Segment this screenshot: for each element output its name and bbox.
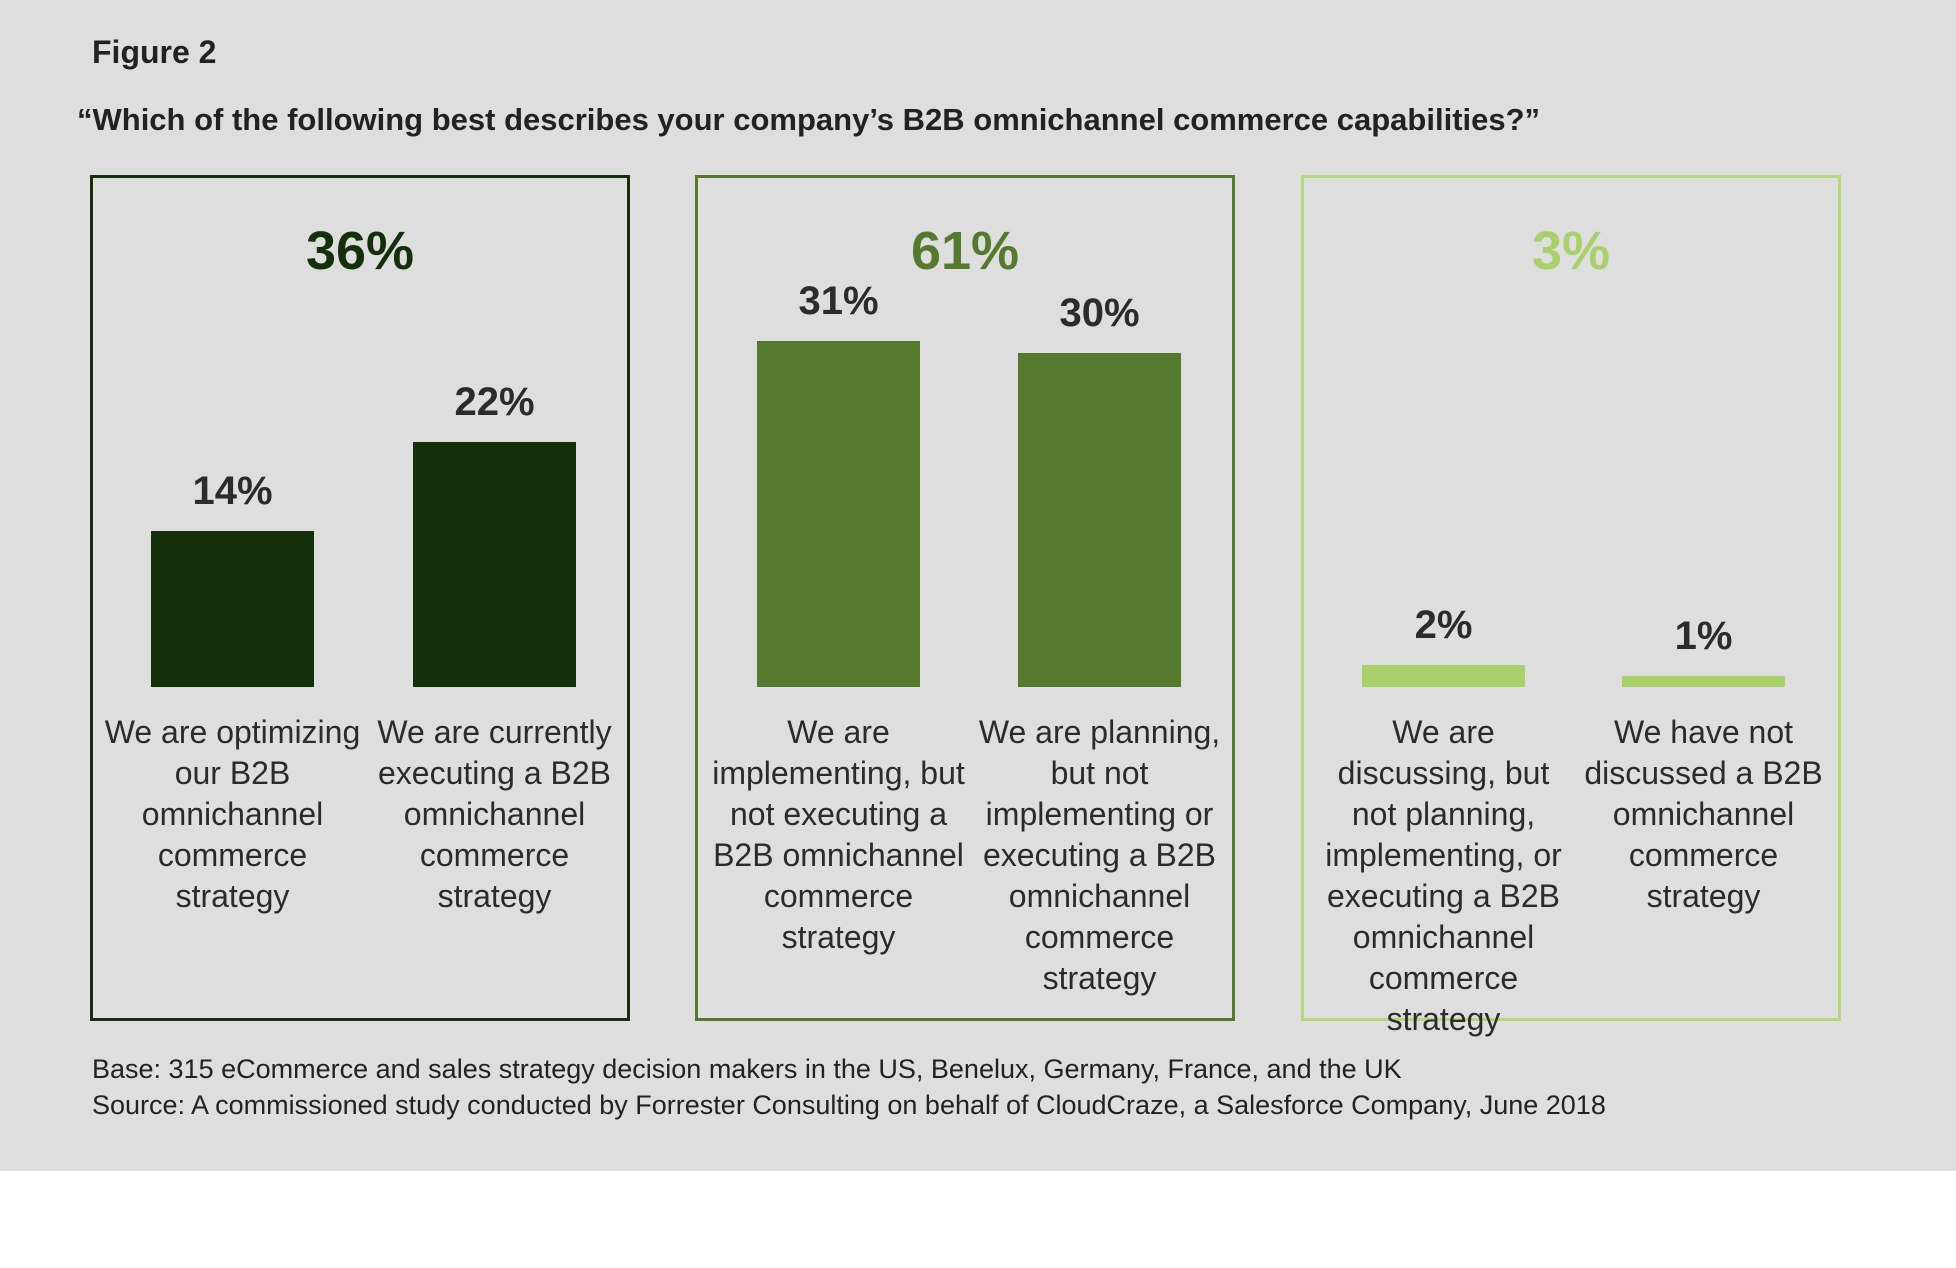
bar-value-label: 1% [1674,613,1733,658]
bar [757,341,920,687]
group-box [90,175,630,1021]
group-total-label: 3% [1531,221,1611,281]
bar-value-label: 2% [1414,602,1473,647]
bar [1018,352,1181,687]
category-label: We are discussing, but not planning, imp… [1325,714,1562,1037]
bar-value-label: 31% [798,279,879,324]
footer-source: Source: A commissioned study conducted b… [92,1090,1606,1120]
figure-background [0,0,1956,1171]
bar [151,530,314,687]
group-box [695,175,1235,1021]
figure-label: Figure 2 [92,34,217,70]
group-total-label: 36% [305,221,415,281]
bar-value-label: 14% [192,468,273,513]
bar-value-label: 22% [454,379,535,424]
group-total-label: 61% [910,221,1020,281]
bar-value-label: 30% [1059,290,1140,335]
chart-title: “Which of the following best describes y… [77,102,1541,137]
bar [1362,664,1525,687]
category-label: We are currently executing a B2B omnicha… [377,714,612,914]
category-label: We are optimizing our B2B omnichannel co… [104,714,361,914]
group-box [1301,175,1841,1021]
bar [1622,675,1785,687]
category-label: We are planning, but not implementing or… [978,714,1221,996]
footer-base: Base: 315 eCommerce and sales strategy d… [92,1054,1402,1084]
category-label: We are implementing, but not executing a… [712,714,965,955]
category-label: We have not discussed a B2B omnichannel … [1584,714,1823,914]
bar [413,441,576,687]
